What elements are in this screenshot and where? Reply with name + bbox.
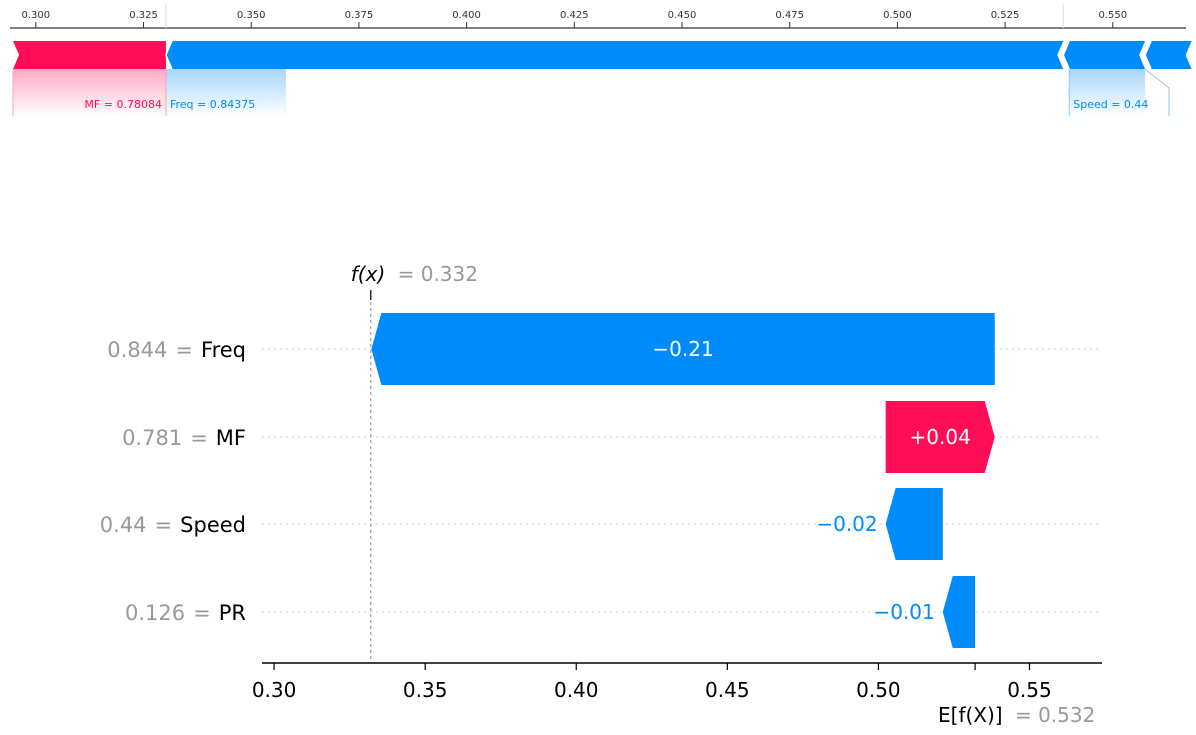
feature-value: 0.126 <box>125 601 185 625</box>
force-plot: 0.300 0.325 0.350 0.375 0.400 0.425 0.450 0.475… <box>10 4 1192 117</box>
force-tick-label: 0.350 <box>237 10 266 21</box>
force-tick-label: 0.425 <box>560 10 589 21</box>
waterfall-tick-label: 0.40 <box>554 678 599 702</box>
fx-annotation: f(x) = 0.332 <box>351 262 478 286</box>
expected-value-annotation: E[f(X)] = 0.532 <box>938 703 1095 727</box>
fx-label: f(x) <box>351 262 385 286</box>
feature-equals: = <box>190 426 208 450</box>
feature-equals: = <box>175 338 193 362</box>
feature-value: 0.844 <box>107 338 167 362</box>
waterfall-tick-label: 0.45 <box>705 678 750 702</box>
feature-name: MF <box>216 426 246 450</box>
feature-value: 0.781 <box>122 426 182 450</box>
force-tick-label: 0.525 <box>991 10 1020 21</box>
force-labels: MF = 0.78084 Freq = 0.84375 Speed = 0.44 <box>84 98 1148 111</box>
waterfall-bar-label-freq: −0.21 <box>652 337 713 361</box>
waterfall-bar-label-speed: −0.02 <box>816 512 877 536</box>
feature-label-mf: 0.781 = MF <box>122 426 246 450</box>
force-ticks: 0.300 0.325 0.350 0.375 0.400 0.425 0.450 0.475… <box>22 4 1127 28</box>
feature-equals: = <box>193 601 211 625</box>
waterfall-tick-label: 0.35 <box>403 678 448 702</box>
force-segments <box>12 40 1192 117</box>
force-tick-label: 0.300 <box>22 10 51 21</box>
feature-label-freq: 0.844 = Freq <box>107 338 246 362</box>
force-segment-other <box>1145 41 1192 69</box>
force-gradient-fill <box>165 69 286 117</box>
waterfall-bar-label-pr: −0.01 <box>873 600 934 624</box>
feature-value: 0.44 <box>100 513 147 537</box>
force-tick-label: 0.400 <box>452 10 481 21</box>
waterfall-bar-label-mf: +0.04 <box>910 425 971 449</box>
force-label-speed: Speed = 0.44 <box>1073 98 1148 111</box>
force-tick-label: 0.500 <box>883 10 912 21</box>
waterfall-ticks: 0.30 0.35 0.40 0.45 0.50 0.55 <box>252 663 1052 702</box>
waterfall-tick-label: 0.55 <box>1007 678 1052 702</box>
force-label-mf: MF = 0.78084 <box>84 98 162 111</box>
waterfall-feature-labels: 0.844 = Freq 0.781 = MF 0.44 = Speed 0.126 = PR <box>100 338 246 625</box>
force-tick-label: 0.550 <box>1098 10 1127 21</box>
waterfall-plot: f(x) = 0.332 −0.21 +0.04 −0.02 −0.01 0.844 =… <box>100 262 1102 727</box>
waterfall-bars: −0.21 +0.04 −0.02 −0.01 <box>371 313 995 648</box>
waterfall-tick-label: 0.50 <box>856 678 901 702</box>
waterfall-bar-freq <box>371 313 995 385</box>
feature-name: Speed <box>180 513 246 537</box>
feature-label-pr: 0.126 = PR <box>125 601 246 625</box>
fx-value: = 0.332 <box>398 262 478 286</box>
force-tick-label: 0.450 <box>668 10 697 21</box>
force-segment-freq <box>165 41 1064 69</box>
force-label-freq: Freq = 0.84375 <box>170 98 255 111</box>
force-segment-separator <box>1062 40 1070 70</box>
waterfall-bar-mf <box>885 401 995 473</box>
expected-value: = 0.532 <box>1015 703 1095 727</box>
force-gradient-fill <box>1069 69 1146 117</box>
waterfall-bar-pr <box>942 576 976 648</box>
force-tick-label: 0.375 <box>345 10 374 21</box>
feature-name: PR <box>219 601 246 625</box>
force-tick-label: 0.475 <box>775 10 804 21</box>
expected-label: E[f(X)] <box>938 703 1003 727</box>
force-tick-label: 0.325 <box>129 10 158 21</box>
feature-label-speed: 0.44 = Speed <box>100 513 246 537</box>
force-segment-mf <box>13 41 166 69</box>
waterfall-gridlines <box>262 348 1102 613</box>
force-segment-separator <box>1144 40 1152 70</box>
waterfall-tick-label: 0.30 <box>252 678 297 702</box>
feature-equals: = <box>155 513 173 537</box>
force-segment-speed <box>1063 41 1146 69</box>
waterfall-bar-speed <box>885 488 943 560</box>
feature-name: Freq <box>201 338 246 362</box>
force-label-line <box>1144 68 1170 116</box>
force-segment-separator <box>165 40 173 70</box>
force-gradient-fill <box>13 69 166 117</box>
